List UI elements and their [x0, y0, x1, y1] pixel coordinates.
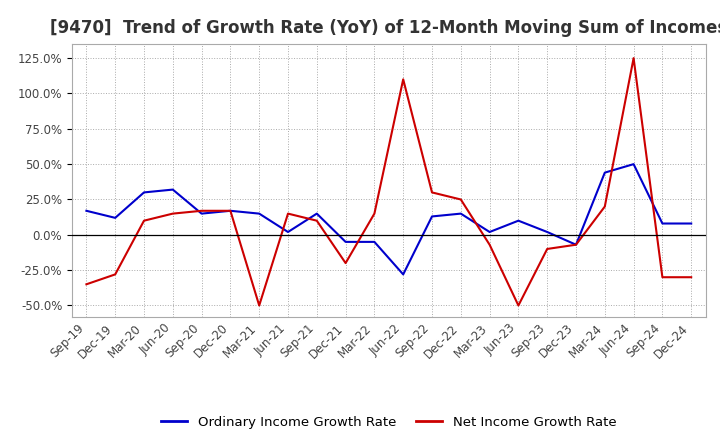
Net Income Growth Rate	[485, 242, 494, 247]
Net Income Growth Rate	[140, 218, 148, 224]
Ordinary Income Growth Rate	[341, 239, 350, 245]
Ordinary Income Growth Rate	[168, 187, 177, 192]
Line: Net Income Growth Rate: Net Income Growth Rate	[86, 58, 691, 305]
Ordinary Income Growth Rate	[312, 211, 321, 216]
Ordinary Income Growth Rate	[226, 208, 235, 213]
Net Income Growth Rate	[600, 204, 609, 209]
Ordinary Income Growth Rate	[284, 229, 292, 235]
Net Income Growth Rate	[82, 282, 91, 287]
Net Income Growth Rate	[629, 55, 638, 61]
Net Income Growth Rate	[456, 197, 465, 202]
Ordinary Income Growth Rate	[629, 161, 638, 167]
Legend: Ordinary Income Growth Rate, Net Income Growth Rate: Ordinary Income Growth Rate, Net Income …	[156, 411, 622, 434]
Net Income Growth Rate	[370, 211, 379, 216]
Line: Ordinary Income Growth Rate: Ordinary Income Growth Rate	[86, 164, 691, 275]
Net Income Growth Rate	[197, 208, 206, 213]
Ordinary Income Growth Rate	[687, 221, 696, 226]
Ordinary Income Growth Rate	[658, 221, 667, 226]
Net Income Growth Rate	[341, 260, 350, 266]
Net Income Growth Rate	[658, 275, 667, 280]
Net Income Growth Rate	[168, 211, 177, 216]
Net Income Growth Rate	[312, 218, 321, 224]
Ordinary Income Growth Rate	[572, 242, 580, 247]
Ordinary Income Growth Rate	[399, 272, 408, 277]
Ordinary Income Growth Rate	[543, 229, 552, 235]
Net Income Growth Rate	[428, 190, 436, 195]
Net Income Growth Rate	[111, 272, 120, 277]
Title: [9470]  Trend of Growth Rate (YoY) of 12-Month Moving Sum of Incomes: [9470] Trend of Growth Rate (YoY) of 12-…	[50, 19, 720, 37]
Net Income Growth Rate	[399, 77, 408, 82]
Net Income Growth Rate	[543, 246, 552, 252]
Ordinary Income Growth Rate	[600, 170, 609, 175]
Ordinary Income Growth Rate	[485, 229, 494, 235]
Ordinary Income Growth Rate	[197, 211, 206, 216]
Net Income Growth Rate	[226, 208, 235, 213]
Ordinary Income Growth Rate	[456, 211, 465, 216]
Net Income Growth Rate	[255, 303, 264, 308]
Ordinary Income Growth Rate	[82, 208, 91, 213]
Net Income Growth Rate	[572, 242, 580, 247]
Ordinary Income Growth Rate	[514, 218, 523, 224]
Ordinary Income Growth Rate	[428, 214, 436, 219]
Ordinary Income Growth Rate	[111, 215, 120, 220]
Ordinary Income Growth Rate	[140, 190, 148, 195]
Net Income Growth Rate	[284, 211, 292, 216]
Net Income Growth Rate	[514, 303, 523, 308]
Net Income Growth Rate	[687, 275, 696, 280]
Ordinary Income Growth Rate	[370, 239, 379, 245]
Ordinary Income Growth Rate	[255, 211, 264, 216]
